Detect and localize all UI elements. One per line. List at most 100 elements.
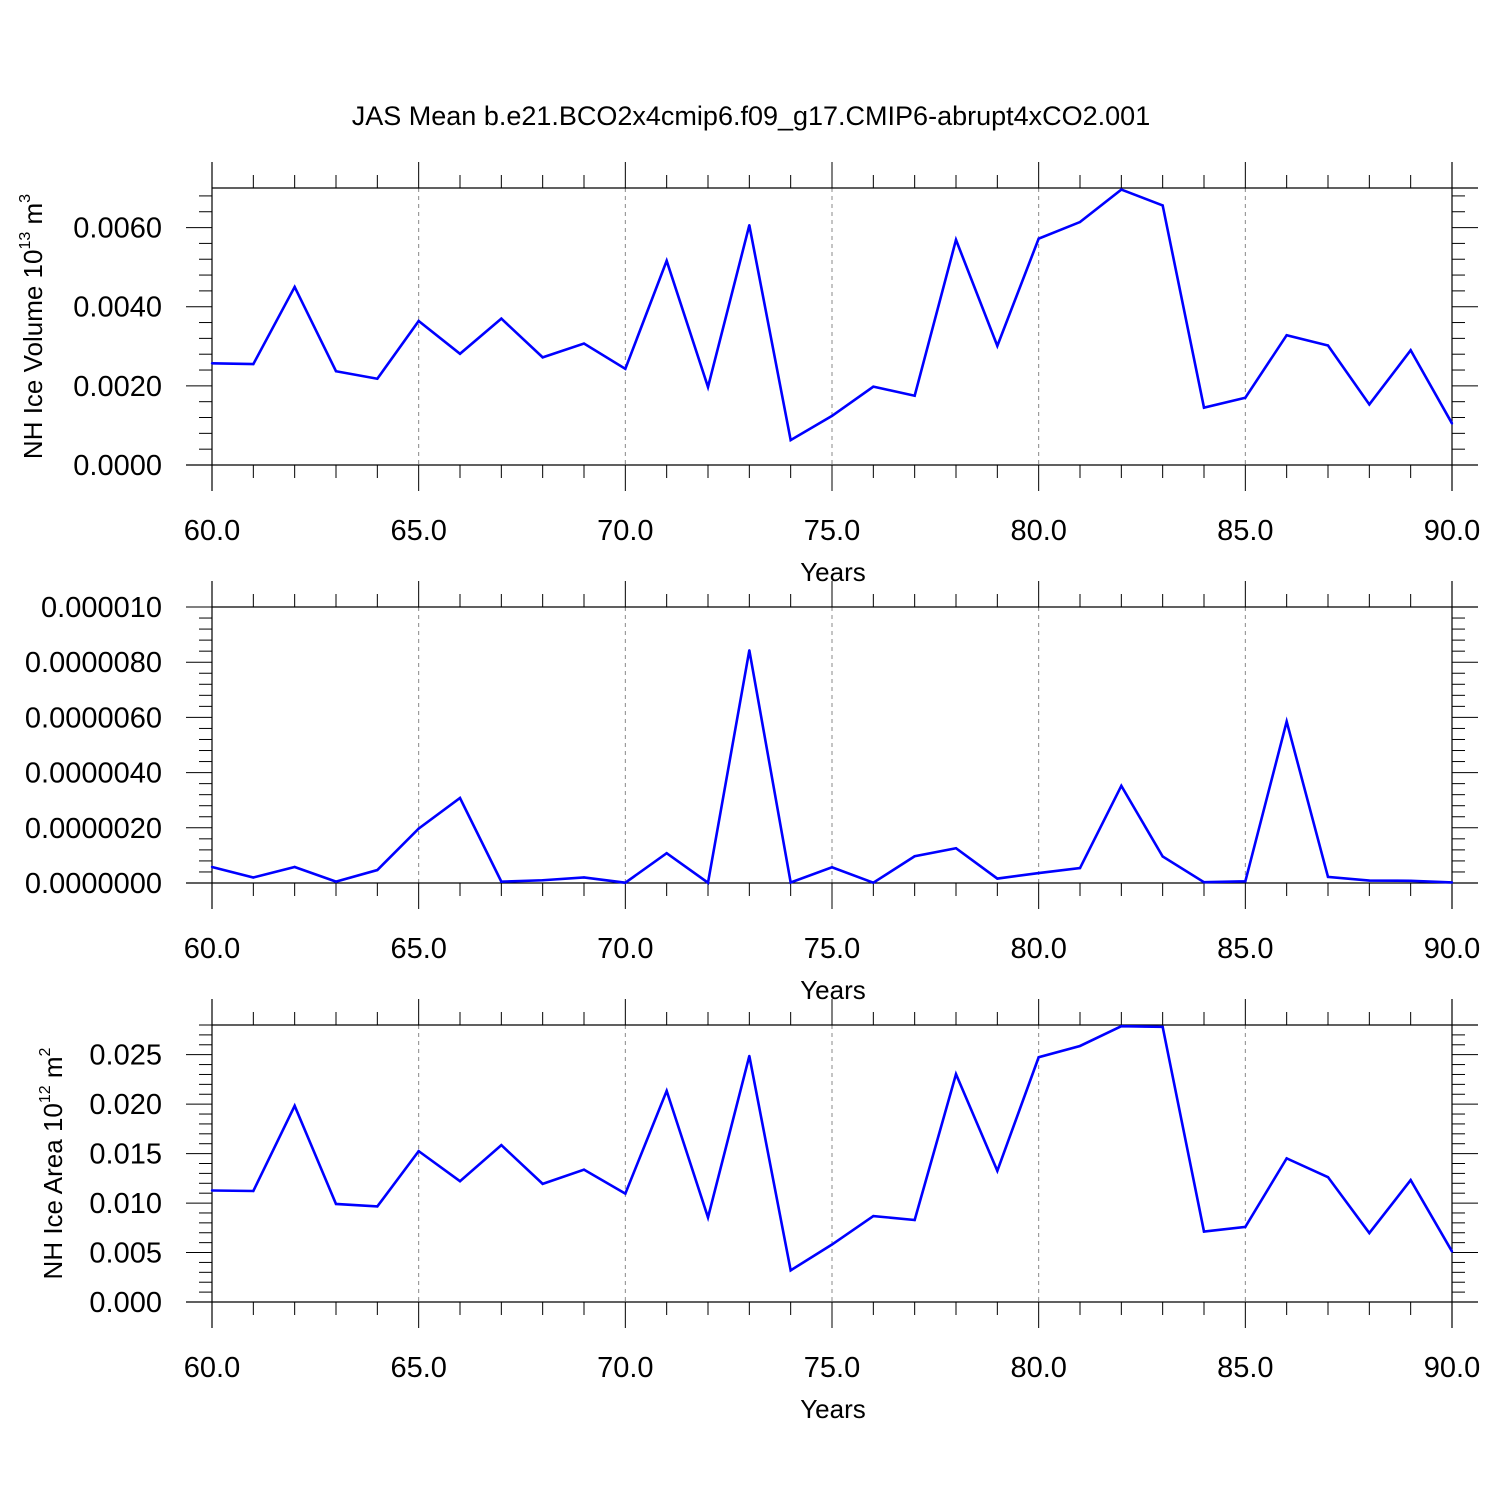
data-point — [500, 880, 503, 883]
data-point — [1450, 422, 1454, 425]
x-tick-label: 75.0 — [804, 1352, 860, 1384]
y-axis-label-unit-exponent: 2 — [37, 1047, 54, 1056]
y-tick-label: 0.0060 — [73, 213, 162, 245]
data-point — [1037, 871, 1040, 875]
data-point — [376, 1205, 379, 1208]
data-point — [706, 881, 710, 884]
data-point — [913, 394, 916, 397]
x-tick-label: 60.0 — [184, 515, 240, 547]
x-tick-label: 65.0 — [390, 515, 446, 547]
data-point — [1244, 1225, 1247, 1229]
data-point — [789, 1269, 792, 1272]
data-point — [1037, 237, 1040, 240]
x-tick-label: 80.0 — [1010, 1352, 1066, 1384]
x-axis-label: Years — [800, 557, 866, 587]
data-point — [748, 223, 751, 227]
y-tick-label: 0.0020 — [73, 371, 162, 403]
data-point — [334, 1202, 338, 1206]
y-axis-label-exponent: 12 — [37, 1085, 54, 1103]
data-point — [1120, 1024, 1123, 1028]
x-tick-label: 75.0 — [804, 933, 860, 965]
chart-title: JAS Mean b.e21.BCO2x4cmip6.f09_g17.CMIP6… — [352, 101, 1150, 131]
data-point — [996, 877, 999, 880]
data-point — [1078, 866, 1082, 870]
x-tick-label: 80.0 — [1010, 933, 1066, 965]
data-point — [624, 881, 627, 884]
y-axis-label-unit-exponent: 3 — [17, 194, 34, 203]
y-axis-label-exponent: 13 — [17, 232, 34, 250]
data-point — [210, 1189, 214, 1192]
data-point — [582, 342, 586, 345]
data-point — [706, 1216, 710, 1219]
data-point — [210, 362, 214, 365]
x-tick-label: 70.0 — [597, 933, 653, 965]
data-point — [624, 1192, 627, 1195]
data-point — [293, 285, 296, 289]
y-axis-label-unit: m — [38, 1056, 68, 1085]
data-point — [954, 847, 958, 850]
data-point — [1120, 784, 1123, 788]
data-point — [1450, 881, 1454, 884]
panel-1: 60.0 65.0 70.0 75.0 80.0 85.0 90.0 0.0000 0.0020… — [17, 162, 1480, 587]
data-point — [996, 1169, 999, 1173]
data-point — [665, 1089, 668, 1093]
data-point — [1285, 334, 1288, 337]
panels: 60.0 65.0 70.0 75.0 80.0 85.0 90.0 0.0000 0.0020… — [17, 162, 1480, 1424]
x-tick-label: 70.0 — [597, 1352, 653, 1384]
panel-2: 60.0 65.0 70.0 75.0 80.0 85.0 90.0 0.0000000 0.0… — [25, 581, 1480, 1005]
data-point — [1409, 879, 1412, 882]
data-point — [872, 881, 875, 884]
data-point — [1244, 880, 1247, 883]
x-tick-label: 90.0 — [1424, 1352, 1480, 1384]
x-tick-label: 90.0 — [1424, 933, 1480, 965]
data-point — [830, 1243, 834, 1246]
data-point — [210, 865, 214, 869]
data-point — [1161, 1025, 1164, 1029]
x-axis-label: Years — [800, 1394, 866, 1424]
data-point — [541, 1182, 544, 1186]
data-point — [293, 865, 296, 869]
y-axis-label-prefix: NH Ice Volume 10 — [18, 250, 48, 460]
data-point — [1161, 204, 1164, 207]
y-tick-label: 0.020 — [89, 1089, 162, 1121]
data-point — [1244, 396, 1247, 399]
data-point — [1037, 1056, 1040, 1059]
x-tick-label: 65.0 — [390, 933, 446, 965]
y-tick-label: 0.0000060 — [25, 702, 162, 734]
x-tick-label: 75.0 — [804, 515, 860, 547]
data-point — [1120, 188, 1123, 191]
data-point — [1161, 855, 1164, 858]
data-point — [1202, 880, 1206, 884]
data-point — [830, 414, 834, 418]
data-point — [500, 317, 503, 320]
data-point — [458, 352, 462, 356]
data-point — [1450, 1250, 1454, 1253]
y-tick-label: 0.010 — [89, 1188, 162, 1220]
x-tick-label: 60.0 — [184, 933, 240, 965]
data-point — [872, 1214, 875, 1218]
data-point — [954, 1072, 958, 1076]
data-point — [1368, 879, 1371, 882]
x-tick-label: 60.0 — [184, 1352, 240, 1384]
data-point — [1202, 406, 1206, 409]
y-tick-label: 0.0000080 — [25, 647, 162, 679]
y-tick-label: 0.0000 — [73, 450, 162, 482]
data-point — [913, 855, 916, 858]
x-tick-label: 65.0 — [390, 1352, 446, 1384]
data-point — [1326, 875, 1330, 879]
data-point — [748, 649, 751, 652]
data-point — [376, 377, 379, 380]
data-point — [252, 1189, 255, 1193]
y-tick-label: 0.0000020 — [25, 813, 162, 845]
data-point — [376, 868, 379, 872]
x-tick-label: 90.0 — [1424, 515, 1480, 547]
data-point — [417, 319, 420, 323]
x-tick-label: 85.0 — [1217, 933, 1273, 965]
data-point — [665, 851, 668, 855]
x-tick-label: 85.0 — [1217, 1352, 1273, 1384]
data-point — [1285, 1157, 1288, 1160]
data-point — [789, 438, 792, 442]
y-tick-label: 0.025 — [89, 1040, 162, 1072]
y-axis-label: NH Ice Area 1012 m2 — [37, 1047, 68, 1279]
